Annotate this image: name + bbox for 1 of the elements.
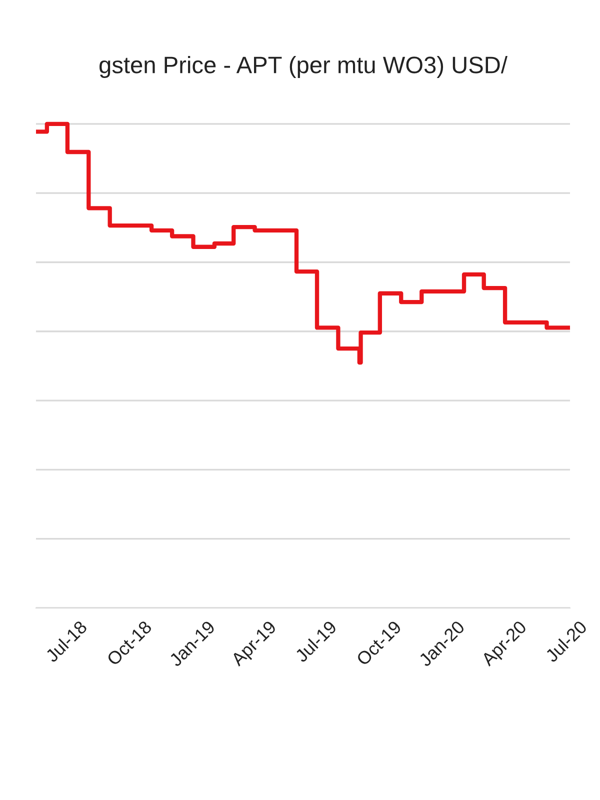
chart-title: gsten Price - APT (per mtu WO3) USD/ [100, 56, 508, 78]
